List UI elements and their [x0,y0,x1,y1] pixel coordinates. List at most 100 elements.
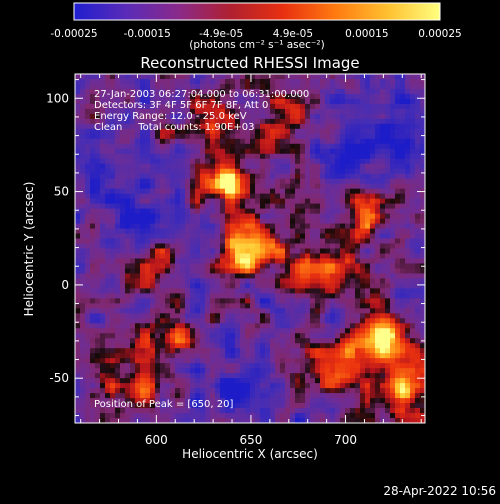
heatmap-cell [310,199,316,205]
heatmap-cell [310,328,316,334]
heatmap-cell [190,323,196,329]
heatmap-cell [395,184,401,190]
heatmap-cell [355,179,361,185]
heatmap-cell [355,268,361,274]
heatmap-cell [120,214,126,220]
heatmap-cell [345,89,351,95]
heatmap-cell [300,139,306,145]
heatmap-cell [345,293,351,299]
heatmap-cell [150,263,156,269]
heatmap-cell [140,268,146,274]
heatmap-cell [150,378,156,384]
heatmap-cell [380,298,386,304]
heatmap-cell [165,194,171,200]
heatmap-cell [405,229,411,235]
heatmap-cell [265,194,271,200]
heatmap-cell [275,258,281,264]
heatmap-cell [355,189,361,195]
heatmap-cell [305,184,311,190]
heatmap-cell [90,159,96,165]
heatmap-cell [160,273,166,279]
heatmap-cell [75,204,81,210]
heatmap-cell [85,204,91,210]
heatmap-cell [280,358,286,364]
heatmap-cell [280,343,286,349]
heatmap-cell [220,318,226,324]
heatmap-cell [135,263,141,269]
heatmap-cell [330,244,336,250]
heatmap-cell [400,398,406,404]
heatmap-cell [135,318,141,324]
heatmap-cell [380,293,386,299]
heatmap-cell [160,184,166,190]
heatmap-cell [215,263,221,269]
heatmap-cell [90,383,96,389]
heatmap-cell [335,104,341,110]
heatmap-cell [130,273,136,279]
heatmap-cell [400,179,406,185]
heatmap-cell [130,169,136,175]
heatmap-cell [410,413,416,419]
heatmap-cell [245,368,251,374]
heatmap-cell [285,353,291,359]
colorbar-unit-label: (photons cm⁻² s⁻¹ asec⁻²) [189,39,324,51]
heatmap-cell [290,124,296,130]
heatmap-cell [360,184,366,190]
heatmap-cell [80,209,86,215]
heatmap-cell [255,219,261,225]
heatmap-cell [215,194,221,200]
heatmap-cell [115,74,121,80]
heatmap-cell [290,189,296,195]
heatmap-cell [115,303,121,309]
heatmap-cell [380,308,386,314]
heatmap-cell [80,144,86,150]
heatmap-cell [415,348,421,354]
heatmap-cell [235,253,241,259]
heatmap-cell [110,388,116,394]
heatmap-cell [380,263,386,269]
heatmap-cell [315,139,321,145]
heatmap-cell [260,413,266,419]
heatmap-cell [210,263,216,269]
heatmap-cell [350,184,356,190]
heatmap-cell [280,313,286,319]
heatmap-cell [310,174,316,180]
heatmap-cell [290,74,296,80]
heatmap-cell [355,164,361,170]
heatmap-cell [125,214,131,220]
heatmap-cell [190,253,196,259]
heatmap-cell [200,149,206,155]
heatmap-cell [330,343,336,349]
heatmap-cell [305,273,311,279]
heatmap-cell [350,413,356,419]
heatmap-cell [240,164,246,170]
heatmap-cell [345,323,351,329]
heatmap-cell [350,199,356,205]
heatmap-cell [180,199,186,205]
heatmap-cell [205,189,211,195]
heatmap-cell [400,368,406,374]
heatmap-cell [285,383,291,389]
heatmap-cell [165,169,171,175]
heatmap-cell [360,99,366,105]
heatmap-cell [270,119,276,125]
heatmap-cell [75,124,81,130]
heatmap-cell [340,403,346,409]
heatmap-cell [255,214,261,220]
heatmap-cell [335,139,341,145]
heatmap-cell [115,333,121,339]
heatmap-cell [280,348,286,354]
heatmap-cell [350,169,356,175]
heatmap-cell [345,159,351,165]
heatmap-cell [280,393,286,399]
heatmap-cell [365,408,371,414]
heatmap-cell [200,273,206,279]
heatmap-cell [370,398,376,404]
heatmap-cell [400,129,406,135]
heatmap-cell [205,194,211,200]
heatmap-cell [90,323,96,329]
heatmap-cell [350,74,356,80]
heatmap-cell [180,293,186,299]
heatmap-cell [390,398,396,404]
heatmap-cell [265,253,271,259]
